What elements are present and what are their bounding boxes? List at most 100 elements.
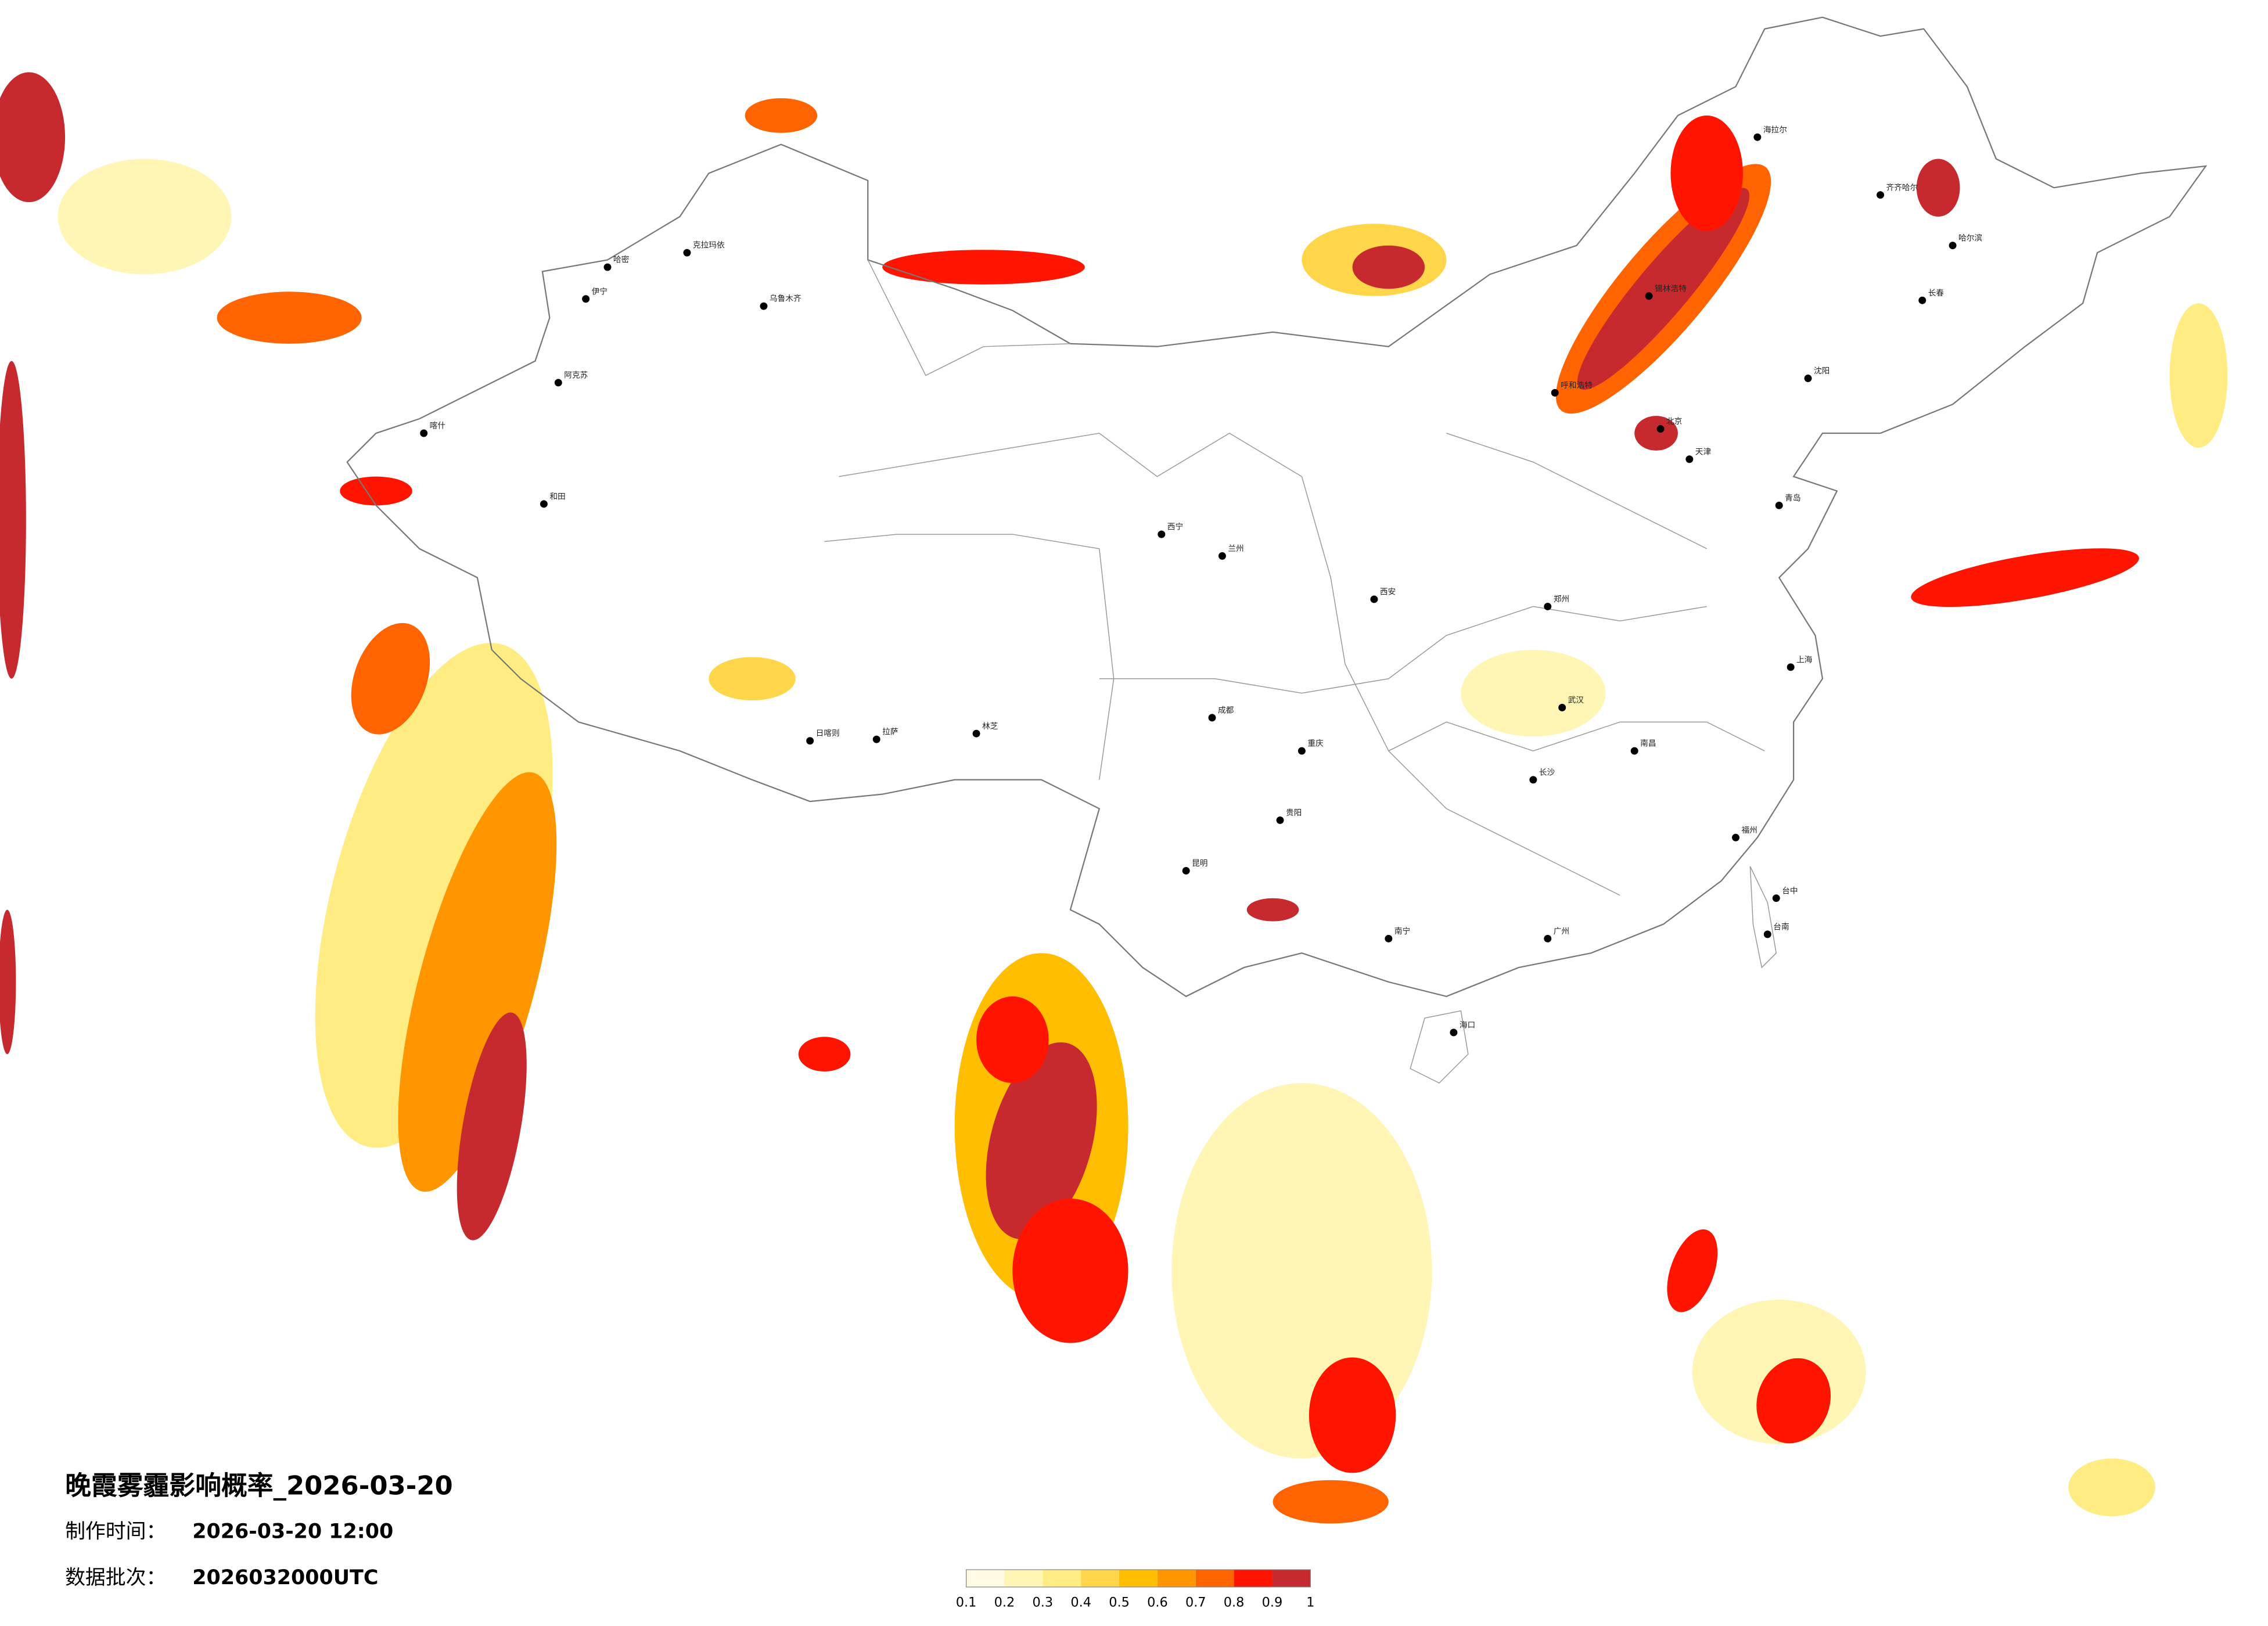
- haze-area: [351, 623, 430, 735]
- haze-area: [217, 292, 362, 344]
- colorbar-tick-label: 1: [1306, 1595, 1314, 1610]
- city-label: 长沙: [1539, 768, 1555, 777]
- city-label: 日喀则: [816, 729, 840, 738]
- colorbar-tick-label: 0.9: [1262, 1595, 1283, 1610]
- city-dot: [554, 379, 562, 387]
- city-dot: [1208, 714, 1216, 722]
- city-label: 林芝: [982, 722, 998, 731]
- haze-area: [2068, 1458, 2155, 1517]
- city-dot: [1877, 191, 1885, 199]
- city-label: 齐齐哈尔: [1886, 183, 1918, 192]
- city-label: 乌鲁木齐: [770, 294, 801, 304]
- city-label: 郑州: [1554, 595, 1569, 604]
- city-label: 广州: [1554, 927, 1569, 936]
- city-dot: [1918, 296, 1926, 304]
- city-dot: [1775, 501, 1783, 509]
- city-dot: [540, 500, 548, 508]
- city-dot: [1732, 833, 1739, 841]
- china-boundary: [346, 16, 2208, 998]
- city-dot: [582, 295, 590, 303]
- city-label: 拉萨: [882, 728, 898, 737]
- colorbar-swatch: [1157, 1570, 1196, 1587]
- haze-layer: [0, 72, 2228, 1524]
- city-dot: [1544, 602, 1552, 610]
- haze-area: [1461, 650, 1606, 737]
- colorbar-tick-label: 0.1: [956, 1595, 977, 1610]
- haze-area: [0, 909, 16, 1055]
- city-label: 长春: [1928, 289, 1944, 298]
- colorbar-tick-label: 0.8: [1224, 1595, 1245, 1610]
- haze-area: [709, 657, 796, 701]
- city-label: 哈密: [613, 255, 630, 265]
- city-label: 伊宁: [592, 286, 608, 296]
- city-dot: [1370, 595, 1378, 603]
- haze-area: [1634, 416, 1678, 451]
- colorbar: 0.1 0.2 0.3 0.4 0.5 0.6 0.7 0.8 0.9 1: [956, 1569, 1314, 1610]
- haze-area: [1916, 159, 1960, 217]
- haze-area: [340, 476, 412, 506]
- colorbar-frame: [965, 1569, 1311, 1588]
- city-label: 兰州: [1228, 544, 1243, 553]
- city-label: 锡林浩特: [1655, 284, 1687, 293]
- city-label: 北京: [1666, 417, 1682, 426]
- haze-area: [798, 1037, 851, 1072]
- haze-area: [1273, 1480, 1389, 1524]
- city-label: 福州: [1741, 826, 1757, 835]
- city-dot: [1685, 455, 1694, 463]
- colorbar-swatch: [1234, 1570, 1273, 1587]
- colorbar-tick-label: 0.5: [1109, 1595, 1130, 1610]
- colorbar-tick-label: 0.2: [994, 1595, 1015, 1610]
- colorbar-tick-label: 0.6: [1147, 1595, 1168, 1610]
- city-label: 西宁: [1167, 522, 1183, 532]
- city-label: 西安: [1380, 588, 1396, 597]
- haze-area: [1577, 188, 1750, 390]
- haze-area: [398, 772, 557, 1192]
- haze-area: [0, 72, 66, 203]
- city-label: 和田: [549, 492, 565, 501]
- city-dot: [1276, 816, 1284, 824]
- city-label: 青岛: [1785, 494, 1800, 503]
- haze-area: [1911, 548, 2139, 607]
- haze-area: [882, 250, 1085, 285]
- city-dot: [1787, 663, 1795, 671]
- haze-area: [986, 1042, 1097, 1240]
- haze-area: [1246, 898, 1299, 922]
- city-dot: [1656, 425, 1665, 433]
- city-label: 海口: [1460, 1021, 1475, 1030]
- city-dot: [1544, 934, 1552, 942]
- haze-area: [57, 159, 232, 275]
- city-dot: [1385, 934, 1393, 942]
- city-label: 天津: [1695, 447, 1712, 456]
- haze-area: [1667, 1229, 1718, 1312]
- city-dot: [1753, 133, 1762, 141]
- city-dot: [1804, 375, 1812, 382]
- city-dot: [760, 302, 768, 310]
- city-label: 昆明: [1192, 859, 1207, 868]
- colorbar-swatch: [1043, 1570, 1081, 1587]
- city-dot: [603, 263, 612, 271]
- city-dot: [1297, 747, 1306, 755]
- haze-area: [0, 361, 26, 679]
- colorbar-swatch: [1119, 1570, 1158, 1587]
- haze-area: [457, 1012, 527, 1240]
- colorbar-swatch: [1195, 1570, 1234, 1587]
- city-label: 贵阳: [1286, 808, 1302, 818]
- city-dot: [806, 737, 814, 745]
- colorbar-swatch: [966, 1570, 1005, 1587]
- colorbar-tick-label: 0.4: [1070, 1595, 1091, 1610]
- city-label: 南宁: [1394, 926, 1410, 936]
- city-dot: [1772, 894, 1780, 902]
- city-label: 台中: [1782, 886, 1798, 895]
- haze-area: [976, 996, 1049, 1084]
- colorbar-tick-label: 0.7: [1185, 1595, 1206, 1610]
- city-label: 克拉玛依: [693, 241, 725, 250]
- city-dot: [420, 429, 428, 437]
- city-dot: [1158, 530, 1166, 538]
- batch-label: 数据批次：: [65, 1566, 166, 1589]
- city-label: 重庆: [1307, 739, 1324, 749]
- city-dot: [872, 735, 880, 743]
- city-dot: [1529, 776, 1537, 784]
